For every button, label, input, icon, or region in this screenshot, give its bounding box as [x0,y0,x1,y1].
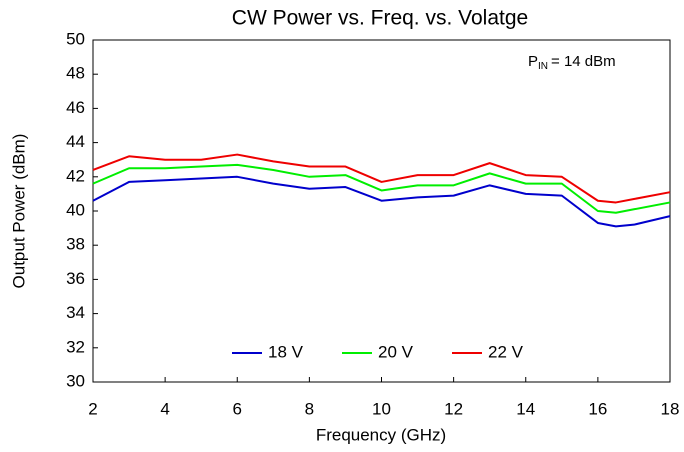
chart-title: CW Power vs. Freq. vs. Volatge [232,7,528,30]
x-tick-label: 8 [305,399,314,418]
legend-label: 18 V [268,342,304,361]
y-tick-label: 30 [66,371,85,390]
y-tick-label: 46 [66,98,85,117]
x-tick-label: 16 [588,399,607,418]
annotation-subscript: IN [538,61,548,72]
y-tick-label: 48 [66,64,85,83]
y-tick-label: 34 [66,303,85,322]
x-tick-label: 10 [372,399,391,418]
x-tick-label: 6 [233,399,242,418]
x-tick-label: 2 [88,399,97,418]
x-tick-label: 4 [160,399,169,418]
y-tick-label: 38 [66,235,85,254]
y-tick-label: 36 [66,269,85,288]
series-line [92,175,671,228]
annotation: PIN = 14 dBm [528,53,616,72]
y-tick-label: 44 [66,132,85,151]
x-tick-label: 12 [444,399,463,418]
x-tick-label: 14 [516,399,535,418]
legend-label: 22 V [488,342,524,361]
y-tick-label: 42 [66,166,85,185]
y-axis-label: Output Power (dBm) [9,134,28,289]
x-axis-label: Frequency (GHz) [316,425,446,444]
y-tick-label: 32 [66,337,85,356]
y-tick-label: 50 [66,29,85,48]
series-line [92,163,671,214]
annotation-symbol: P [528,53,538,70]
series-line [92,153,671,204]
x-tick-label: 18 [661,399,680,418]
y-tick-label: 40 [66,200,85,219]
annotation-text: = 14 dBm [551,53,616,70]
legend-label: 20 V [378,342,414,361]
